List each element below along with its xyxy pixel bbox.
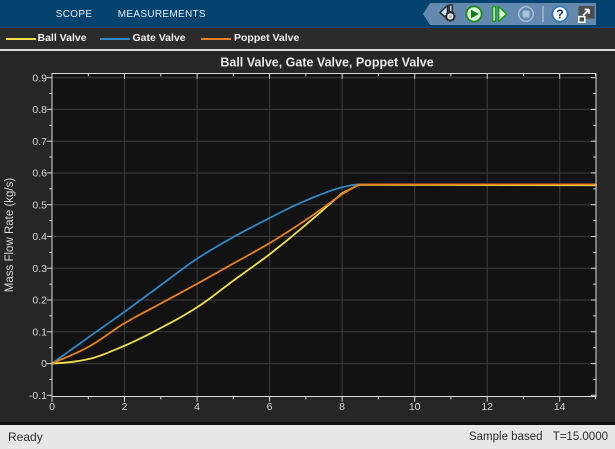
svg-text:0: 0 (41, 358, 47, 370)
svg-text:4: 4 (194, 401, 200, 413)
svg-text:2: 2 (122, 401, 128, 413)
svg-text:0.4: 0.4 (32, 231, 47, 243)
svg-text:Ball Valve, Gate Valve, Poppet: Ball Valve, Gate Valve, Poppet Valve (220, 56, 433, 70)
svg-text:8: 8 (339, 401, 345, 413)
svg-text:10: 10 (409, 401, 421, 413)
svg-text:0.7: 0.7 (32, 136, 47, 148)
svg-text:0.6: 0.6 (32, 168, 47, 180)
svg-text:0.3: 0.3 (32, 263, 47, 275)
svg-text:0.1: 0.1 (32, 327, 47, 339)
svg-text:Mass Flow Rate (kg/s): Mass Flow Rate (kg/s) (4, 178, 16, 293)
svg-text:?: ? (556, 7, 564, 21)
svg-text:12: 12 (481, 401, 493, 413)
svg-text:-0.1: -0.1 (29, 390, 47, 402)
svg-text:14: 14 (554, 401, 566, 413)
svg-text:0.9: 0.9 (32, 72, 47, 84)
svg-text:6: 6 (267, 401, 273, 413)
svg-text:0.5: 0.5 (32, 199, 47, 211)
svg-text:0.2: 0.2 (32, 295, 47, 307)
svg-text:0.8: 0.8 (32, 104, 47, 116)
svg-text:0: 0 (49, 401, 55, 413)
